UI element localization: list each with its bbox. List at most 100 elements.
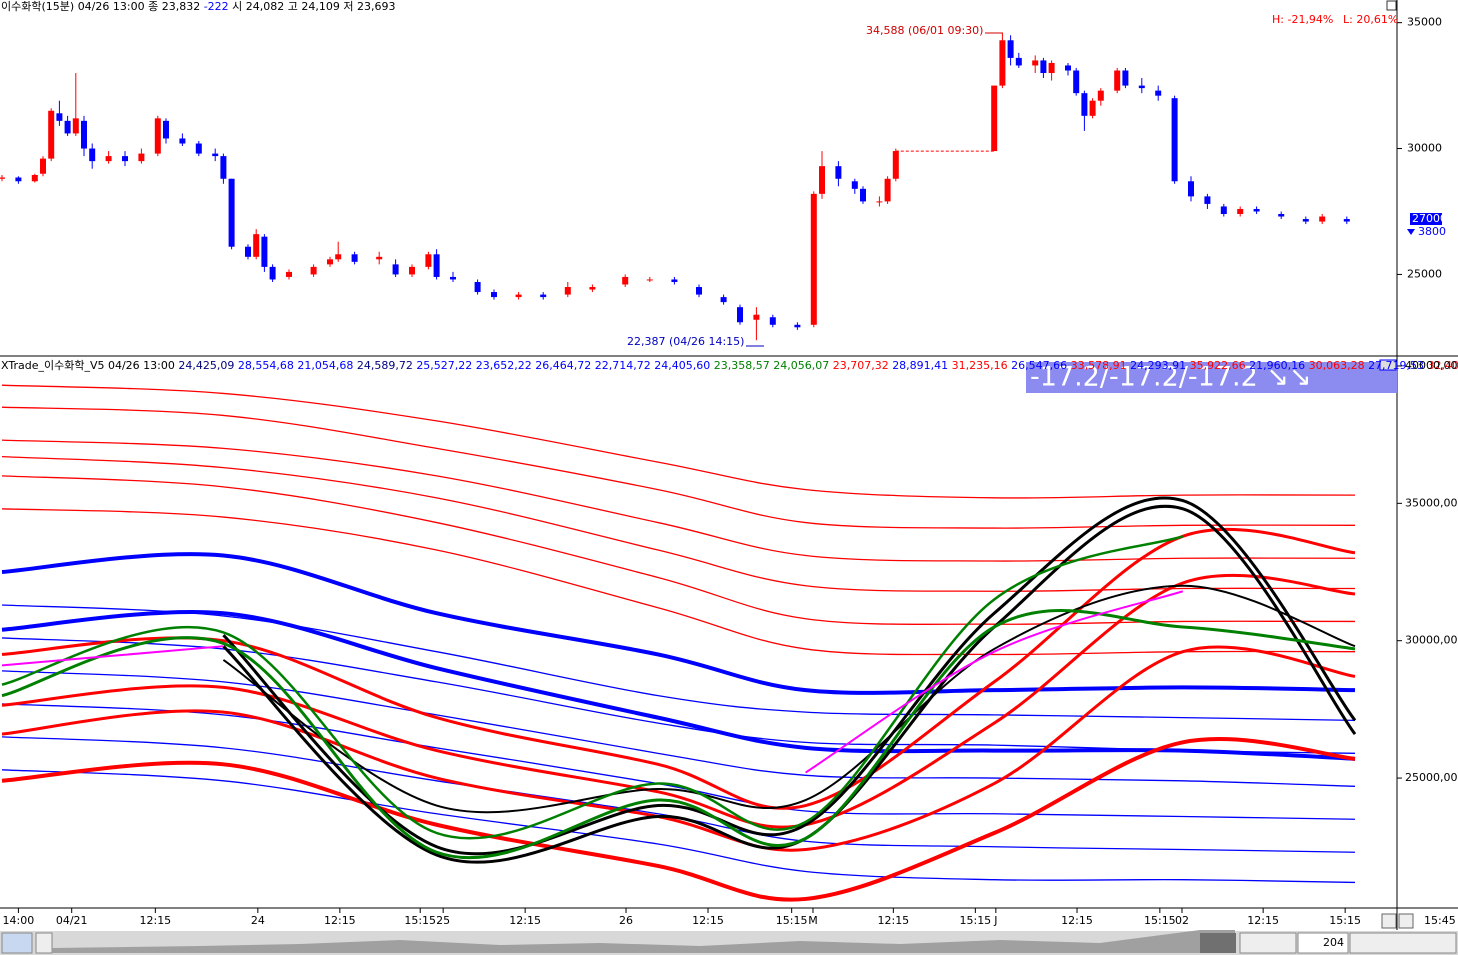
legend-part: 21,054,68 [297,359,353,372]
x-tick-label: 15:15 [1329,914,1361,927]
candle-body [622,276,629,285]
candle-body [1048,62,1055,74]
nav-buttons[interactable] [1239,932,1297,954]
candle-body [1204,196,1211,204]
candle-body [228,178,235,247]
indicator-line [1,535,1184,840]
indicator-line [1,608,1356,860]
candle-body [450,276,456,280]
indicator-line [1,703,1356,820]
scroll-thumb[interactable] [1200,933,1236,953]
legend-header: XTrade_이수화학_V5 04/26 13:00 24,425,09 28,… [1,359,1458,372]
candle-body [15,177,22,182]
candle-body [884,178,891,202]
header-part: 04/26 13:00 [78,0,145,13]
legend-part: XTrade_이수화학_V5 [1,359,104,372]
legend-part: 28,554,68 [238,359,294,372]
scroll-menu[interactable] [1,932,33,954]
candle-body [0,177,5,179]
scroll-left[interactable] [35,932,53,954]
candle-body [425,254,432,267]
pane-button[interactable] [1379,359,1397,371]
candle-body [1065,65,1071,71]
overlay-box [1026,362,1397,393]
low-change: L: 20,61% [1343,13,1398,26]
candle-body [851,181,858,189]
indicator-line [1,737,1356,902]
annotation: 22,387 (04/26 14:15) [627,335,744,348]
candle-body [737,307,743,323]
candle-body [540,294,547,298]
x-tick-label: 14:00 [3,914,35,927]
legend-part: 04/26 13:00 [108,359,175,372]
tool-button[interactable] [1381,913,1397,929]
candle-body [122,156,128,162]
x-tick-label: 12:15 [509,914,541,927]
candle-body [154,118,161,154]
legend-part: 28,891,41 [892,359,948,372]
scroll-overview [52,930,1235,953]
x-tick-label: 15:15 [776,914,808,927]
count-input[interactable] [1297,932,1349,954]
x-tick-label: 15:15 [404,914,436,927]
legend-part: 31,235,16 [952,359,1008,372]
candle-body [720,297,727,303]
x-tick-label: 24 [251,914,265,927]
candle-body [589,287,596,290]
candle-body [1278,214,1285,217]
legend-part: 24,405,60 [654,359,710,372]
candle-body [1237,208,1244,215]
candle-body [1040,60,1047,74]
candle-body [286,271,292,277]
legend-part: 24,293,91 [1130,359,1186,372]
indicator-line [1,439,1356,562]
y-tick-label: 25000 [1407,267,1442,280]
legend-part: 33,578,91 [1071,359,1127,372]
overlay-text: -17.2/-17.2/-17.2 ↘↘ [1030,362,1312,393]
legend-part: 35,922,66 [1190,359,1246,372]
indicator-line [222,496,1357,856]
legend-part: 32,407,03 [1428,359,1458,372]
candle-body [433,254,440,277]
tool-button[interactable] [1398,913,1414,929]
legend-part: 23,707,32 [833,359,889,372]
y-tick-label: 40000,00 [1405,359,1458,372]
indicator-line [1,670,1356,787]
candle-body [48,110,55,159]
indicator-line [1,455,1356,592]
candle-body [860,188,866,202]
chart-header: 이수화학(15분) 04/26 13:00 종 23,832 -222 시 24… [1,0,396,13]
y-tick-label: 25000,00 [1405,771,1458,784]
legend-part: 23,358,57 [714,359,770,372]
candle-body [392,264,399,275]
legend-part: 26,547,66 [1011,359,1067,372]
last-change: 3800 [1418,225,1446,238]
indicator-line [1,384,1356,499]
candle-body [753,314,760,320]
candle-body [474,281,481,293]
x-tick-label: 25 [436,914,450,927]
last-price-box [1410,213,1442,225]
candle-body [1015,57,1022,66]
zoom-buttons[interactable] [1349,932,1457,954]
x-tick-label: 12:15 [877,914,909,927]
count-value[interactable]: 204 [1323,936,1344,949]
candle-body [1007,40,1014,58]
x-tick-label: 12:15 [1061,914,1093,927]
candle-body [991,85,998,152]
header-part: 시 24,082 [232,0,284,13]
candle-body [1122,70,1129,86]
candle-body [515,294,522,298]
candle-body [81,120,87,149]
candle-body [769,317,776,325]
legend-part: 23,652,22 [476,359,532,372]
candle-body [1253,208,1260,212]
header-part: 저 23,693 [343,0,395,13]
x-tick-label: 12:15 [1247,914,1279,927]
candle-body [163,120,169,139]
candle-body [1302,219,1309,222]
pane-button[interactable] [1386,0,1397,11]
candle-body [1081,93,1088,116]
candle-body [671,279,678,282]
candle-body [810,193,817,325]
